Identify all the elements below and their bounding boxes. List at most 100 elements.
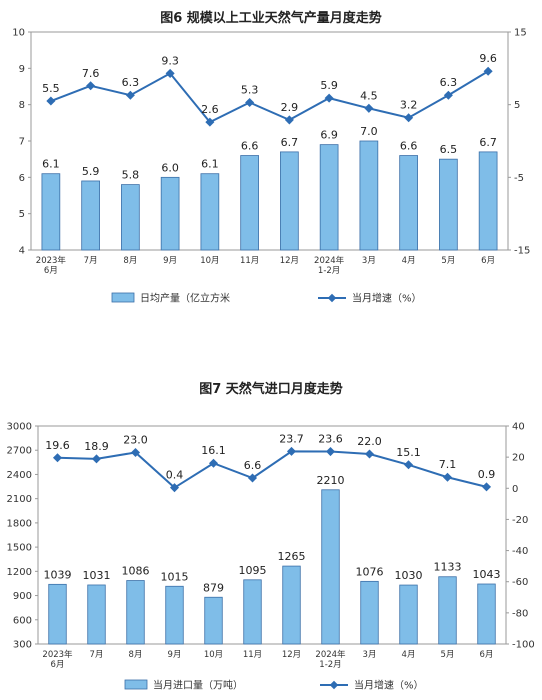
line-value-label: 7.1 [439,458,457,471]
legend-line-marker [327,293,337,303]
bar [321,489,340,645]
line-point [481,482,492,492]
legend-bar-label: 日均产量（亿立方米 [140,292,230,305]
bar-value-label: 1095 [239,564,267,577]
line-value-label: 6.3 [122,76,140,89]
y-left-tick-label: 900 [13,591,32,602]
line-value-label: 18.9 [84,440,109,453]
line-value-label: 5.9 [320,79,338,92]
category-label: 5月 [441,256,455,266]
bar [121,184,140,251]
line-value-label: 6.3 [440,76,458,89]
y-right-tick-label: 40 [512,422,525,433]
category-label: 12月 [282,650,301,660]
line-point [245,97,255,108]
bar-value-label: 6.7 [281,136,299,149]
bar-value-label: 1086 [122,565,150,578]
y-left-tick-label: 1500 [7,543,32,554]
y-left-tick-label: 2400 [7,470,32,481]
y-right-tick-label: -40 [512,546,528,557]
bar [204,596,223,645]
bar [478,151,498,251]
line-value-label: 5.5 [42,82,60,95]
y-left-tick-label: 2700 [7,446,32,457]
y-right-tick-label: -100 [512,640,535,651]
bar-value-label: 6.7 [479,136,497,149]
category-label: 5月 [441,650,455,660]
chart-title-gas-import: 图7 天然气进口月度走势 [199,381,343,397]
line-point [52,453,63,463]
line-point [284,115,294,125]
y-right-tick-label: 20 [512,453,525,464]
y-left-tick-label: 3000 [7,422,32,433]
category-label: 7月 [90,650,104,660]
category-label: 2024年 [314,255,345,266]
line-value-label: 16.1 [201,444,226,457]
line-value-label: 9.3 [161,54,179,67]
line-point [364,449,375,459]
line-point [404,113,414,123]
legend-bar-swatch [111,292,135,303]
line-value-label: 23.6 [318,433,343,446]
y-left-tick-label: 1800 [7,518,32,529]
category-label: 11月 [243,650,262,660]
line-value-label: 2.9 [281,101,299,114]
chart-gas-import: 300 600 900 1200 1500 1800 2100 2400 2700 3000 -10… [7,422,535,692]
line-point [403,460,414,470]
y-right-tick-label: -60 [512,577,528,588]
line-value-label: 22.0 [357,435,382,448]
y-right-tick-label: -15 [514,246,530,257]
category-label: 11月 [240,256,259,266]
bar-value-label: 1015 [161,570,189,583]
bar-value-label: 1031 [83,569,111,582]
y-left-tick-label: 600 [13,615,32,626]
category-label: 10月 [204,650,223,660]
y-left-tick-label: 4 [19,246,25,257]
bar-value-label: 1076 [356,565,384,578]
category-label: 9月 [168,650,182,660]
chart-gas-production: 45678910-15-55156.12023年6月5.97月5.88月6.09… [12,28,530,305]
plot-frame [37,425,507,645]
bar [282,565,301,645]
line-point [324,93,334,103]
bar-value-label: 1265 [278,550,306,563]
legend-line-label: 当月增速（%） [352,292,422,305]
bar [165,585,184,645]
line-point [247,473,258,483]
line-value-label: 9.6 [479,52,497,65]
category-label: 8月 [129,650,143,660]
y-left-tick-label: 10 [12,28,25,39]
category-label: 1-2月 [318,266,340,276]
growth-line [50,70,489,124]
bar [160,176,180,251]
plot-frame [30,31,509,251]
bar [359,140,379,251]
category-label: 3月 [363,650,377,660]
bar-value-label: 6.1 [42,158,60,171]
line-point [443,90,453,100]
chart-title-gas-production: 图6 规模以上工业天然气产量月度走势 [160,10,382,26]
bar [87,584,106,645]
line-value-label: 5.3 [241,83,259,96]
y-right-tick-label: -80 [512,608,528,619]
bar-value-label: 2210 [317,474,345,487]
line-point [208,458,219,468]
y-right-tick-label: 15 [514,28,527,39]
bar [399,584,418,645]
category-label: 2024年 [315,649,346,660]
bar-value-label: 7.0 [360,125,378,138]
line-point [205,117,215,127]
bar-value-label: 5.8 [122,169,140,182]
line-value-label: 2.6 [201,103,219,116]
bar [280,151,299,251]
bar [240,155,259,251]
y-left-tick-label: 2100 [7,494,32,505]
bar [360,580,379,645]
legend-line-label: 当月增速（%） [354,679,424,692]
bar-value-label: 1133 [434,561,462,574]
legend-bar-label: 当月进口量（万吨） [153,679,243,692]
line-value-label: 7.6 [82,67,100,80]
line-value-label: 15.1 [396,446,421,459]
y-left-tick-label: 7 [19,137,25,148]
y-right-tick-label: 0 [512,484,518,495]
